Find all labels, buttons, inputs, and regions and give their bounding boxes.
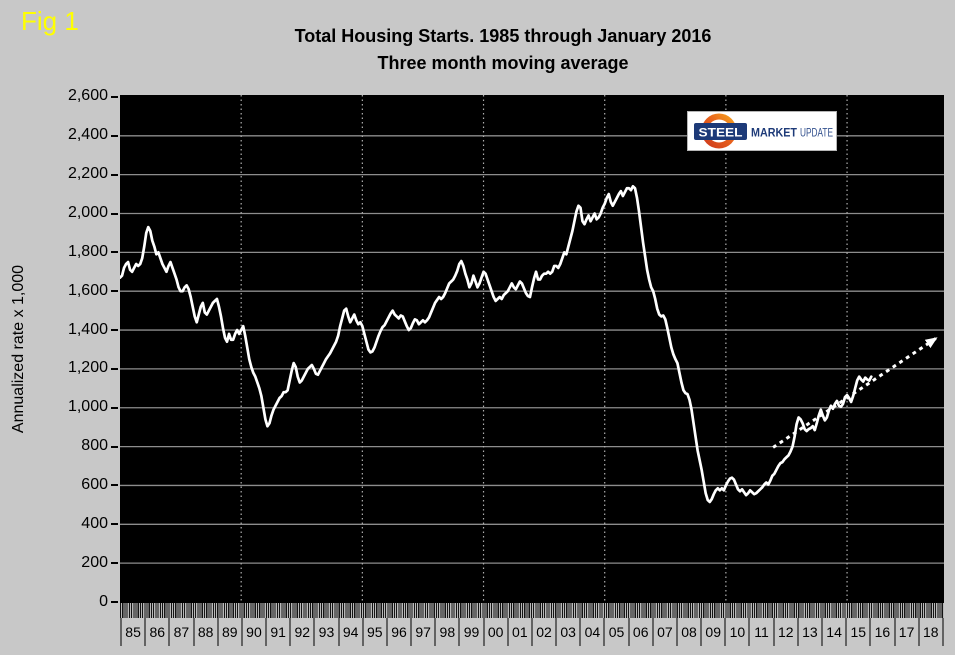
x-axis-year-label: 90 <box>240 618 265 646</box>
x-axis-year-label: 85 <box>120 618 144 646</box>
y-axis-tick-label: 1,200 <box>67 359 108 377</box>
data-line <box>120 184 873 504</box>
x-axis-year-label: 89 <box>216 618 241 646</box>
x-axis-year-label: 99 <box>458 618 482 646</box>
steel-market-update-logo-art: STEEL MARKET UPDATE <box>694 113 833 149</box>
y-axis-tick-mark <box>111 134 118 137</box>
y-axis-tick-mark <box>111 329 118 331</box>
logo-update-text: UPDATE <box>800 126 833 140</box>
y-axis-tick-mark <box>111 251 118 254</box>
x-axis-year-label: 93 <box>313 618 337 646</box>
y-axis-tick-mark <box>111 95 118 98</box>
x-axis-year-label: 12 <box>772 618 797 646</box>
x-axis-year-label: 13 <box>796 618 821 646</box>
y-axis-tick-mark <box>111 212 118 215</box>
y-axis-tick-mark <box>111 367 118 370</box>
y-axis-tick-label: 1,600 <box>67 281 108 299</box>
chart-title: Total Housing Starts. 1985 through Janua… <box>28 23 955 77</box>
chart-title-line1: Total Housing Starts. 1985 through Janua… <box>294 26 712 46</box>
y-axis-tick-label: 2,400 <box>67 126 108 144</box>
x-axis-year-label: 94 <box>337 618 362 646</box>
y-axis-tick-label: 2,600 <box>67 87 108 105</box>
y-axis-tick-label: 800 <box>81 437 108 455</box>
y-axis-tick-mark <box>111 173 118 176</box>
x-axis-year-label: 91 <box>265 618 289 646</box>
logo-steel-text: STEEL <box>699 126 743 140</box>
x-axis-year-label: 18 <box>917 618 944 646</box>
x-axis-year-label: 07 <box>651 618 676 646</box>
x-axis-year-label: 05 <box>603 618 627 646</box>
steel-badge <box>694 123 747 140</box>
y-axis-tick-label: 1,000 <box>67 398 108 416</box>
x-axis-year-label: 08 <box>675 618 700 646</box>
x-axis-year-label: 97 <box>410 618 434 646</box>
y-axis-tick-mark <box>111 562 118 565</box>
steel-market-update-logo: STEEL MARKET UPDATE <box>687 111 837 151</box>
x-axis-year-label: 17 <box>893 618 918 646</box>
y-axis-tick-mark <box>111 601 118 603</box>
x-axis-year-label: 11 <box>748 618 772 646</box>
y-axis-tick-mark <box>111 445 118 448</box>
x-axis-year-label: 95 <box>361 618 386 646</box>
x-axis-year-label: 86 <box>144 618 168 646</box>
y-axis-tick-label: 2,000 <box>67 204 108 221</box>
x-axis-year-label: 01 <box>506 618 531 646</box>
x-axis-year-label: 88 <box>192 618 217 646</box>
figure-label: Fig 1 <box>21 6 79 36</box>
y-axis-title: Annualized rate x 1,000 <box>10 264 27 434</box>
logo-market-text: MARKET <box>751 126 798 140</box>
x-axis-minor-ticks <box>120 602 944 618</box>
x-axis-year-label: 87 <box>168 618 192 646</box>
x-axis-year-label: 04 <box>579 618 603 646</box>
trend-arrow <box>772 335 939 449</box>
y-axis-tick-mark <box>111 406 118 409</box>
x-axis-year-label: 09 <box>700 618 724 646</box>
y-axis-tick-mark <box>111 484 118 487</box>
plot-area <box>120 95 944 602</box>
x-axis-year-label: 16 <box>869 618 893 646</box>
x-axis-year-label: 92 <box>289 618 313 646</box>
x-axis-year-label: 00 <box>482 618 507 646</box>
y-axis-tick-label: 0 <box>99 592 108 610</box>
chart-title-line2: Three month moving average <box>377 53 629 73</box>
y-axis-tick-mark <box>111 523 118 526</box>
x-axis-year-label: 14 <box>820 618 845 646</box>
x-axis-year-labels: 85 86 87 88 89 90 91 92 93 94 95 96 97 98 99 00 01 02 03 04… <box>120 618 944 646</box>
x-axis-year-label: 15 <box>845 618 869 646</box>
x-axis-year-label: 06 <box>627 618 652 646</box>
plot-background <box>120 95 944 602</box>
x-axis-year-label: 02 <box>530 618 555 646</box>
y-axis-tick-label: 2,200 <box>67 165 108 183</box>
y-axis-tick-label: 200 <box>81 553 108 571</box>
y-axis-tick-label: 1,800 <box>67 242 108 260</box>
y-axis-tick-mark <box>111 290 118 293</box>
x-axis-year-label: 98 <box>434 618 458 646</box>
x-axis-year-label: 03 <box>555 618 579 646</box>
x-axis-year-label: 10 <box>724 618 748 646</box>
y-axis-tick-label: 400 <box>81 514 108 532</box>
x-axis-year-label: 96 <box>385 618 410 646</box>
y-axis-tick-label: 1,400 <box>67 320 108 338</box>
y-axis-tick-label: 600 <box>81 475 108 493</box>
